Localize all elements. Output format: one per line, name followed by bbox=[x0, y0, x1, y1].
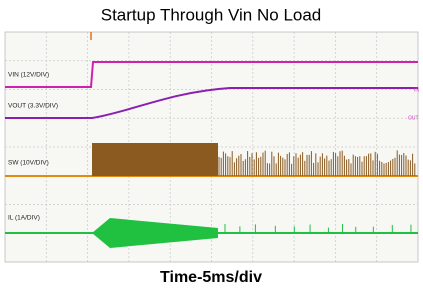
trace-tag: OUT bbox=[408, 115, 419, 121]
trace-tag: IN bbox=[414, 87, 419, 93]
scope-figure: Startup Through Vin No Load VIN (12V/DIV… bbox=[0, 0, 423, 291]
page: Startup Through Vin No Load VIN (12V/DIV… bbox=[0, 0, 423, 291]
trace-label: VOUT (3.3V/DIV) bbox=[8, 103, 58, 110]
sw-burst bbox=[92, 143, 218, 176]
trace-label: VIN (12V/DIV) bbox=[8, 72, 49, 79]
trace-label: IL (1A/DIV) bbox=[8, 215, 40, 222]
title: Startup Through Vin No Load bbox=[101, 5, 322, 24]
x-label: Time-5ms/div bbox=[160, 269, 262, 286]
trace-label: SW (10V/DIV) bbox=[8, 160, 49, 167]
